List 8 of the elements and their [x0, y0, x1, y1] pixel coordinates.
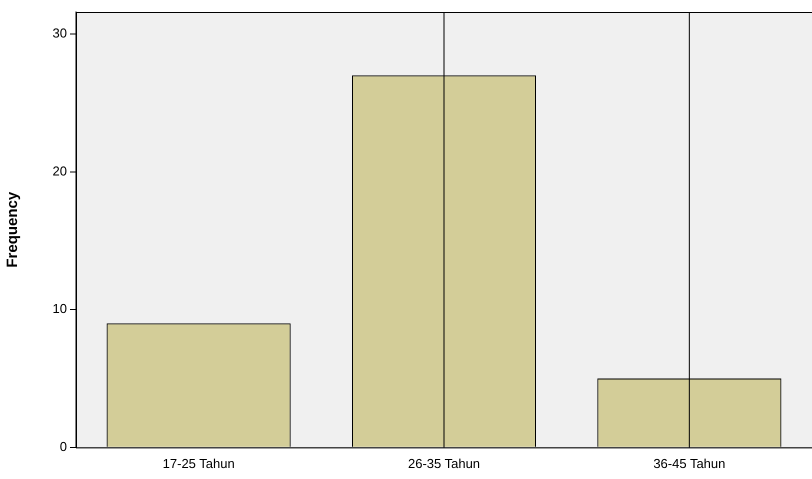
y-tick-label: 20	[52, 163, 67, 178]
y-tick-label: 0	[60, 438, 67, 454]
x-tick-label: 17-25 Tahun	[162, 456, 235, 471]
y-tick-label: 30	[52, 26, 67, 41]
x-tick-label: 26-35 Tahun	[408, 456, 480, 471]
x-tick-label: 36-45 Tahun	[653, 456, 726, 471]
y-axis-title: Frequency	[4, 191, 22, 268]
y-tick-label: 10	[52, 301, 67, 316]
